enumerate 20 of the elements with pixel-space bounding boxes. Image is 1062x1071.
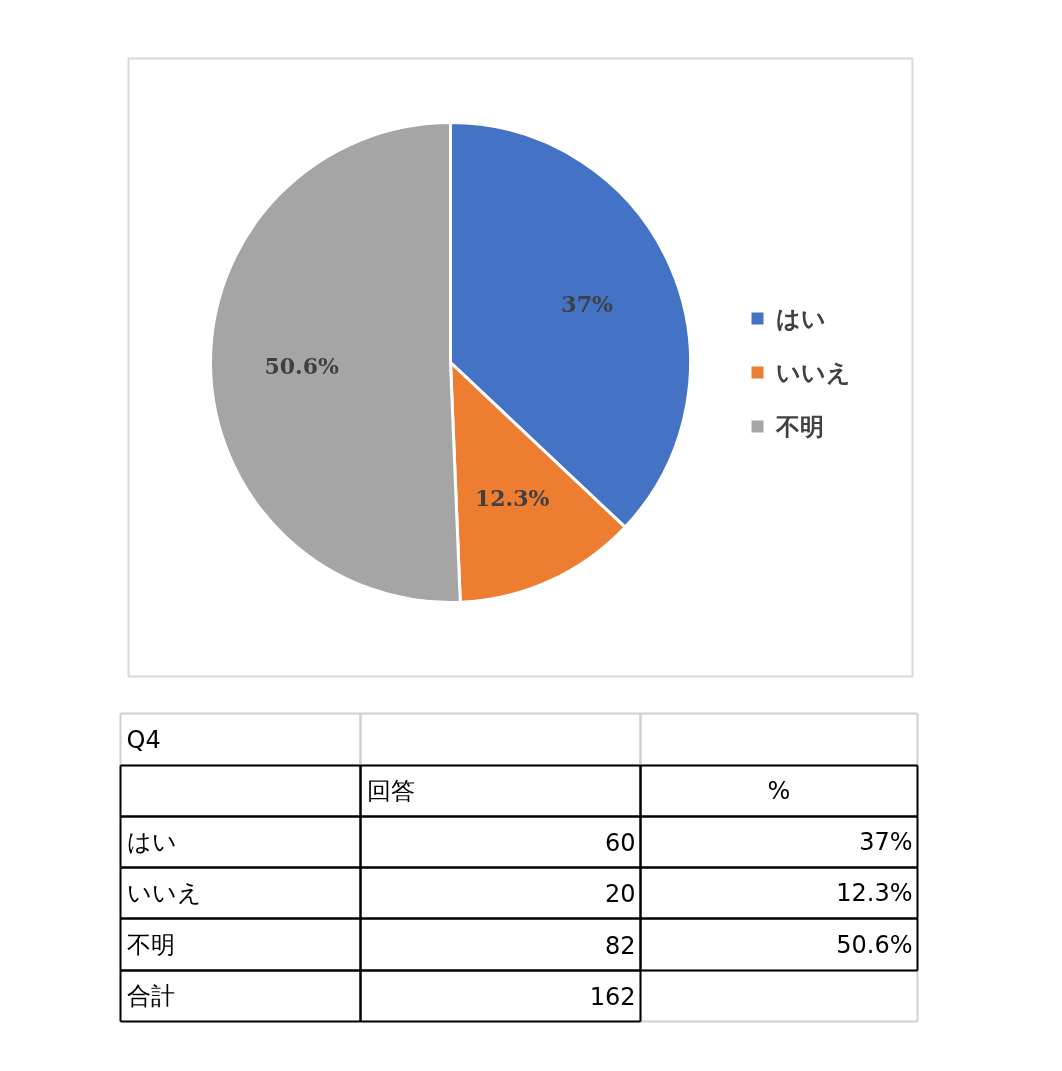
text: % — [767, 777, 791, 805]
text: Q4 — [126, 725, 161, 754]
text: 162 — [589, 983, 636, 1011]
legend-label: はい — [775, 304, 826, 333]
text: 82 — [604, 931, 636, 960]
text: 合計 — [126, 982, 175, 1010]
text: 37% — [859, 828, 913, 856]
text: 回答 — [366, 777, 415, 805]
text: 20 — [604, 880, 636, 908]
text: 12.3% — [836, 879, 913, 907]
category-label: はい — [126, 828, 177, 856]
data-label: 50.6% — [264, 352, 340, 379]
legend-label: いいえ — [775, 358, 851, 387]
category-label: 不明 — [126, 930, 175, 959]
text: 60 — [604, 829, 636, 857]
text: 50.6% — [836, 930, 913, 959]
legend-label: 不明 — [774, 412, 824, 441]
data-label: 12.3% — [474, 484, 550, 511]
category-label: いいえ — [126, 879, 202, 907]
data-label: 37% — [561, 290, 613, 317]
